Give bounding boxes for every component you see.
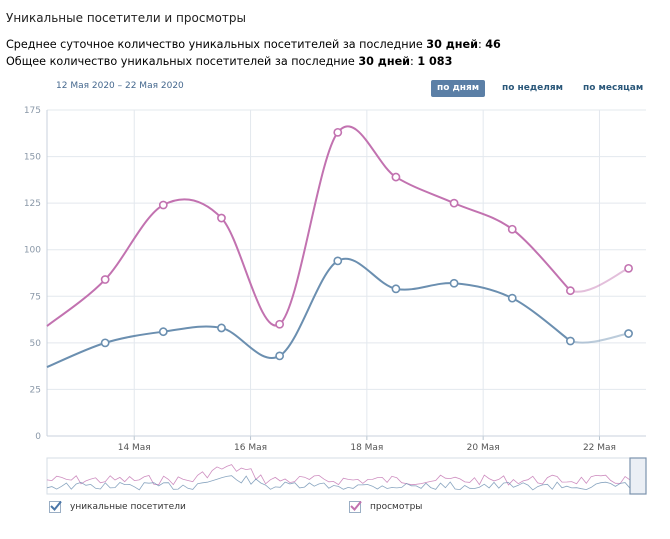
- data-point: [507, 224, 517, 234]
- check-icon: [50, 500, 62, 511]
- y-tick-label: 75: [30, 292, 41, 302]
- data-point: [275, 351, 285, 361]
- legend-item-visitors[interactable]: уникальные посетители: [49, 500, 186, 513]
- y-tick-label: 25: [30, 385, 41, 395]
- data-point: [158, 327, 168, 337]
- check-icon: [350, 500, 362, 511]
- data-point: [217, 323, 226, 333]
- x-tick-label: 20 Мая: [467, 443, 500, 453]
- data-point: [333, 127, 343, 137]
- data-point: [624, 263, 633, 273]
- x-tick-label: 16 Мая: [234, 443, 267, 453]
- data-point: [507, 293, 517, 303]
- series-line-0: [46, 257, 571, 368]
- data-point: [391, 284, 401, 294]
- data-point: [391, 172, 401, 182]
- data-point: [624, 329, 633, 338]
- navigator-series: [46, 475, 631, 491]
- data-point: [275, 319, 285, 329]
- legend-label-views: просмотры: [370, 502, 423, 512]
- data-point: [100, 338, 110, 348]
- date-range-label: 12 Мая 2020 – 22 Мая 2020: [56, 81, 184, 91]
- y-tick-label: 125: [24, 199, 41, 209]
- data-point: [449, 278, 459, 288]
- page-title: Уникальные посетители и просмотры: [6, 11, 246, 25]
- legend-item-views[interactable]: просмотры: [349, 500, 423, 513]
- data-point: [217, 213, 226, 223]
- navigator-selection-handle[interactable]: [629, 457, 647, 495]
- checkbox-views[interactable]: [349, 500, 362, 513]
- average-daily-visitors: Среднее суточное количество уникальных п…: [6, 38, 501, 51]
- x-tick-label: 14 Мая: [118, 443, 151, 453]
- period-month-button[interactable]: по месяцам: [583, 83, 644, 93]
- data-point: [333, 256, 343, 266]
- legend-label-visitors: уникальные посетители: [70, 502, 186, 512]
- data-point: [158, 200, 168, 210]
- total-unique-visitors: Общее количество уникальных посетителей …: [6, 55, 453, 68]
- data-point: [100, 275, 110, 284]
- y-tick-label: 175: [24, 106, 41, 116]
- y-tick-label: 50: [30, 339, 42, 349]
- checkbox-visitors[interactable]: [49, 500, 62, 513]
- y-tick-label: 100: [24, 246, 41, 256]
- period-day-button[interactable]: по дням: [431, 80, 486, 97]
- data-point: [565, 336, 575, 346]
- data-point: [565, 286, 575, 296]
- y-tick-label: 0: [35, 432, 41, 442]
- y-tick-label: 150: [24, 153, 41, 163]
- series-line-1: [46, 125, 572, 327]
- x-tick-label: 22 Мая: [583, 443, 616, 453]
- navigator-series: [46, 464, 631, 486]
- x-tick-label: 18 Мая: [350, 443, 383, 453]
- data-point: [449, 198, 459, 208]
- period-week-button[interactable]: по неделям: [502, 83, 563, 93]
